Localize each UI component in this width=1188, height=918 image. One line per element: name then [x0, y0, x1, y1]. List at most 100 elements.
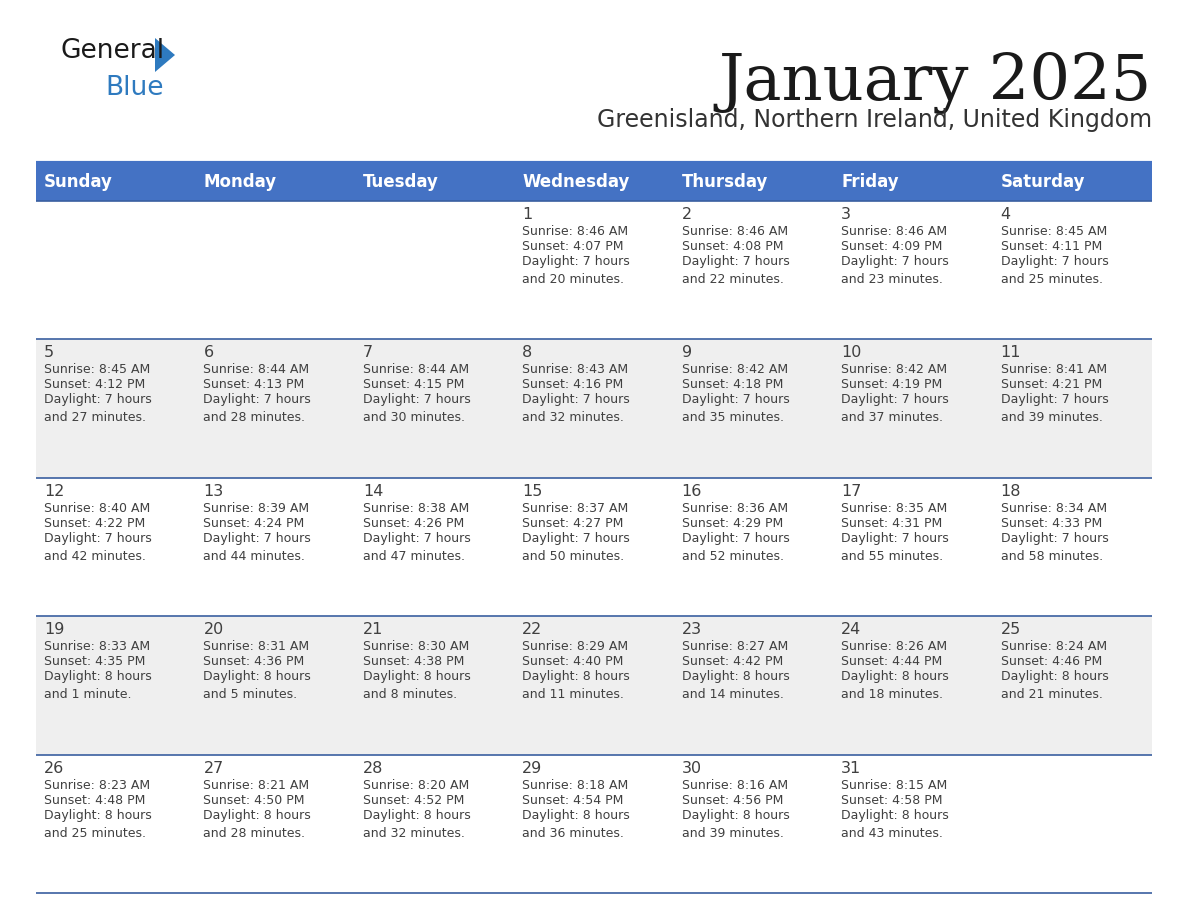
Text: Sunrise: 8:38 AM: Sunrise: 8:38 AM [362, 502, 469, 515]
Text: Sunset: 4:18 PM: Sunset: 4:18 PM [682, 378, 783, 391]
Text: 31: 31 [841, 761, 861, 776]
Bar [36, 163, 196, 201]
Text: Sunset: 4:46 PM: Sunset: 4:46 PM [1000, 655, 1101, 668]
Text: 14: 14 [362, 484, 384, 498]
Text: Daylight: 8 hours
and 32 minutes.: Daylight: 8 hours and 32 minutes. [362, 809, 470, 840]
Text: Monday: Monday [203, 173, 277, 191]
Bar [992, 163, 1152, 201]
Text: Sunrise: 8:41 AM: Sunrise: 8:41 AM [1000, 364, 1107, 376]
Bar [514, 163, 674, 201]
Text: Daylight: 7 hours
and 28 minutes.: Daylight: 7 hours and 28 minutes. [203, 394, 311, 424]
Text: Sunrise: 8:44 AM: Sunrise: 8:44 AM [362, 364, 469, 376]
Text: Daylight: 8 hours
and 14 minutes.: Daylight: 8 hours and 14 minutes. [682, 670, 790, 701]
Text: Daylight: 8 hours
and 8 minutes.: Daylight: 8 hours and 8 minutes. [362, 670, 470, 701]
Text: Sunset: 4:22 PM: Sunset: 4:22 PM [44, 517, 145, 530]
Text: Daylight: 7 hours
and 44 minutes.: Daylight: 7 hours and 44 minutes. [203, 532, 311, 563]
Text: Sunset: 4:35 PM: Sunset: 4:35 PM [44, 655, 145, 668]
Text: Sunrise: 8:31 AM: Sunrise: 8:31 AM [203, 640, 310, 654]
Text: 12: 12 [44, 484, 64, 498]
Text: Sunset: 4:29 PM: Sunset: 4:29 PM [682, 517, 783, 530]
Text: Saturday: Saturday [1000, 173, 1085, 191]
Text: Greenisland, Northern Ireland, United Kingdom: Greenisland, Northern Ireland, United Ki… [596, 108, 1152, 132]
Text: Daylight: 8 hours
and 36 minutes.: Daylight: 8 hours and 36 minutes. [523, 809, 630, 840]
Text: Sunrise: 8:45 AM: Sunrise: 8:45 AM [44, 364, 150, 376]
Text: Friday: Friday [841, 173, 899, 191]
Text: Tuesday: Tuesday [362, 173, 438, 191]
Text: 11: 11 [1000, 345, 1020, 361]
Text: Blue: Blue [105, 75, 164, 101]
Text: Sunset: 4:19 PM: Sunset: 4:19 PM [841, 378, 942, 391]
Bar [36, 340, 1152, 477]
Text: 2: 2 [682, 207, 691, 222]
Bar [674, 163, 833, 201]
Text: Daylight: 8 hours
and 28 minutes.: Daylight: 8 hours and 28 minutes. [203, 809, 311, 840]
Text: Sunrise: 8:40 AM: Sunrise: 8:40 AM [44, 502, 150, 515]
Text: Sunrise: 8:42 AM: Sunrise: 8:42 AM [841, 364, 947, 376]
Text: Daylight: 7 hours
and 23 minutes.: Daylight: 7 hours and 23 minutes. [841, 255, 949, 286]
Text: Sunrise: 8:15 AM: Sunrise: 8:15 AM [841, 778, 947, 791]
Text: Daylight: 8 hours
and 11 minutes.: Daylight: 8 hours and 11 minutes. [523, 670, 630, 701]
Text: January 2025: January 2025 [719, 52, 1152, 114]
Text: Daylight: 7 hours
and 58 minutes.: Daylight: 7 hours and 58 minutes. [1000, 532, 1108, 563]
Text: Sunrise: 8:34 AM: Sunrise: 8:34 AM [1000, 502, 1107, 515]
Text: Sunset: 4:58 PM: Sunset: 4:58 PM [841, 793, 942, 807]
Text: Sunrise: 8:35 AM: Sunrise: 8:35 AM [841, 502, 947, 515]
Text: Daylight: 8 hours
and 1 minute.: Daylight: 8 hours and 1 minute. [44, 670, 152, 701]
Text: Sunset: 4:50 PM: Sunset: 4:50 PM [203, 793, 305, 807]
Text: 15: 15 [523, 484, 543, 498]
Text: Sunrise: 8:16 AM: Sunrise: 8:16 AM [682, 778, 788, 791]
Text: 27: 27 [203, 761, 223, 776]
Text: 7: 7 [362, 345, 373, 361]
Text: Sunset: 4:33 PM: Sunset: 4:33 PM [1000, 517, 1101, 530]
Text: Sunrise: 8:21 AM: Sunrise: 8:21 AM [203, 778, 310, 791]
Text: Sunrise: 8:26 AM: Sunrise: 8:26 AM [841, 640, 947, 654]
Text: Sunset: 4:21 PM: Sunset: 4:21 PM [1000, 378, 1101, 391]
Text: Daylight: 8 hours
and 43 minutes.: Daylight: 8 hours and 43 minutes. [841, 809, 949, 840]
Text: Sunrise: 8:20 AM: Sunrise: 8:20 AM [362, 778, 469, 791]
Text: 30: 30 [682, 761, 702, 776]
Text: Sunrise: 8:29 AM: Sunrise: 8:29 AM [523, 640, 628, 654]
Text: 13: 13 [203, 484, 223, 498]
Text: Sunrise: 8:44 AM: Sunrise: 8:44 AM [203, 364, 310, 376]
Text: 19: 19 [44, 622, 64, 637]
Text: Sunset: 4:48 PM: Sunset: 4:48 PM [44, 793, 145, 807]
Text: Daylight: 7 hours
and 25 minutes.: Daylight: 7 hours and 25 minutes. [1000, 255, 1108, 286]
Text: Sunrise: 8:46 AM: Sunrise: 8:46 AM [523, 225, 628, 238]
Text: Sunrise: 8:33 AM: Sunrise: 8:33 AM [44, 640, 150, 654]
Text: General: General [61, 38, 164, 64]
Text: 29: 29 [523, 761, 543, 776]
Text: Sunset: 4:38 PM: Sunset: 4:38 PM [362, 655, 465, 668]
Text: Sunset: 4:54 PM: Sunset: 4:54 PM [523, 793, 624, 807]
Polygon shape [154, 38, 175, 72]
Text: 4: 4 [1000, 207, 1011, 222]
Text: 5: 5 [44, 345, 55, 361]
Text: Daylight: 7 hours
and 55 minutes.: Daylight: 7 hours and 55 minutes. [841, 532, 949, 563]
Text: Sunset: 4:52 PM: Sunset: 4:52 PM [362, 793, 465, 807]
Text: Daylight: 7 hours
and 32 minutes.: Daylight: 7 hours and 32 minutes. [523, 394, 630, 424]
Text: 20: 20 [203, 622, 223, 637]
Text: 25: 25 [1000, 622, 1020, 637]
Bar [196, 163, 355, 201]
Bar [833, 163, 992, 201]
Bar [355, 163, 514, 201]
Text: 21: 21 [362, 622, 384, 637]
Text: Daylight: 7 hours
and 39 minutes.: Daylight: 7 hours and 39 minutes. [1000, 394, 1108, 424]
Text: Daylight: 8 hours
and 5 minutes.: Daylight: 8 hours and 5 minutes. [203, 670, 311, 701]
Text: Thursday: Thursday [682, 173, 769, 191]
Text: Sunrise: 8:37 AM: Sunrise: 8:37 AM [523, 502, 628, 515]
Text: Sunset: 4:09 PM: Sunset: 4:09 PM [841, 240, 942, 253]
Text: Sunrise: 8:45 AM: Sunrise: 8:45 AM [1000, 225, 1107, 238]
Text: Sunrise: 8:24 AM: Sunrise: 8:24 AM [1000, 640, 1107, 654]
Text: 18: 18 [1000, 484, 1020, 498]
Text: 28: 28 [362, 761, 384, 776]
Text: 26: 26 [44, 761, 64, 776]
Text: 16: 16 [682, 484, 702, 498]
Text: Sunrise: 8:42 AM: Sunrise: 8:42 AM [682, 364, 788, 376]
Text: 3: 3 [841, 207, 851, 222]
Text: Sunset: 4:24 PM: Sunset: 4:24 PM [203, 517, 304, 530]
Text: Sunset: 4:27 PM: Sunset: 4:27 PM [523, 517, 624, 530]
Text: Sunset: 4:26 PM: Sunset: 4:26 PM [362, 517, 465, 530]
Text: 6: 6 [203, 345, 214, 361]
Text: Sunset: 4:11 PM: Sunset: 4:11 PM [1000, 240, 1101, 253]
Text: 23: 23 [682, 622, 702, 637]
